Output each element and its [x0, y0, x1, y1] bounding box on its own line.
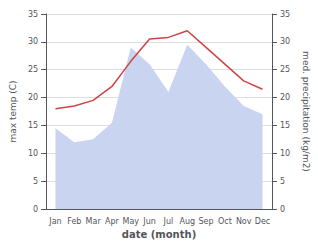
svg-text:Apr: Apr [105, 217, 120, 226]
svg-text:med. precipitation (kg/m2): med. precipitation (kg/m2) [301, 51, 311, 172]
svg-text:25: 25 [280, 65, 290, 74]
svg-text:Oct: Oct [218, 217, 232, 226]
svg-text:Feb: Feb [67, 217, 81, 226]
svg-text:Jan: Jan [48, 217, 61, 226]
svg-text:max temp (C): max temp (C) [8, 80, 18, 142]
svg-text:0: 0 [33, 205, 38, 214]
svg-text:Dec: Dec [255, 217, 270, 226]
svg-text:10: 10 [28, 149, 38, 158]
svg-text:Sep: Sep [199, 217, 214, 226]
svg-text:Nov: Nov [236, 217, 252, 226]
svg-text:May: May [122, 217, 139, 226]
svg-text:10: 10 [280, 149, 290, 158]
svg-text:35: 35 [280, 10, 290, 19]
svg-text:date (month): date (month) [122, 229, 196, 240]
svg-text:Jun: Jun [142, 217, 156, 226]
svg-text:30: 30 [280, 37, 290, 46]
svg-text:5: 5 [33, 177, 38, 186]
svg-text:35: 35 [28, 10, 38, 19]
svg-text:30: 30 [28, 37, 38, 46]
svg-text:Aug: Aug [179, 217, 195, 226]
svg-text:20: 20 [280, 93, 290, 102]
svg-text:5: 5 [280, 177, 285, 186]
svg-text:Jul: Jul [163, 217, 174, 226]
svg-text:15: 15 [280, 121, 290, 130]
svg-text:25: 25 [28, 65, 38, 74]
svg-text:Mar: Mar [86, 217, 102, 226]
svg-text:0: 0 [280, 205, 285, 214]
svg-text:20: 20 [28, 93, 38, 102]
svg-text:15: 15 [28, 121, 38, 130]
